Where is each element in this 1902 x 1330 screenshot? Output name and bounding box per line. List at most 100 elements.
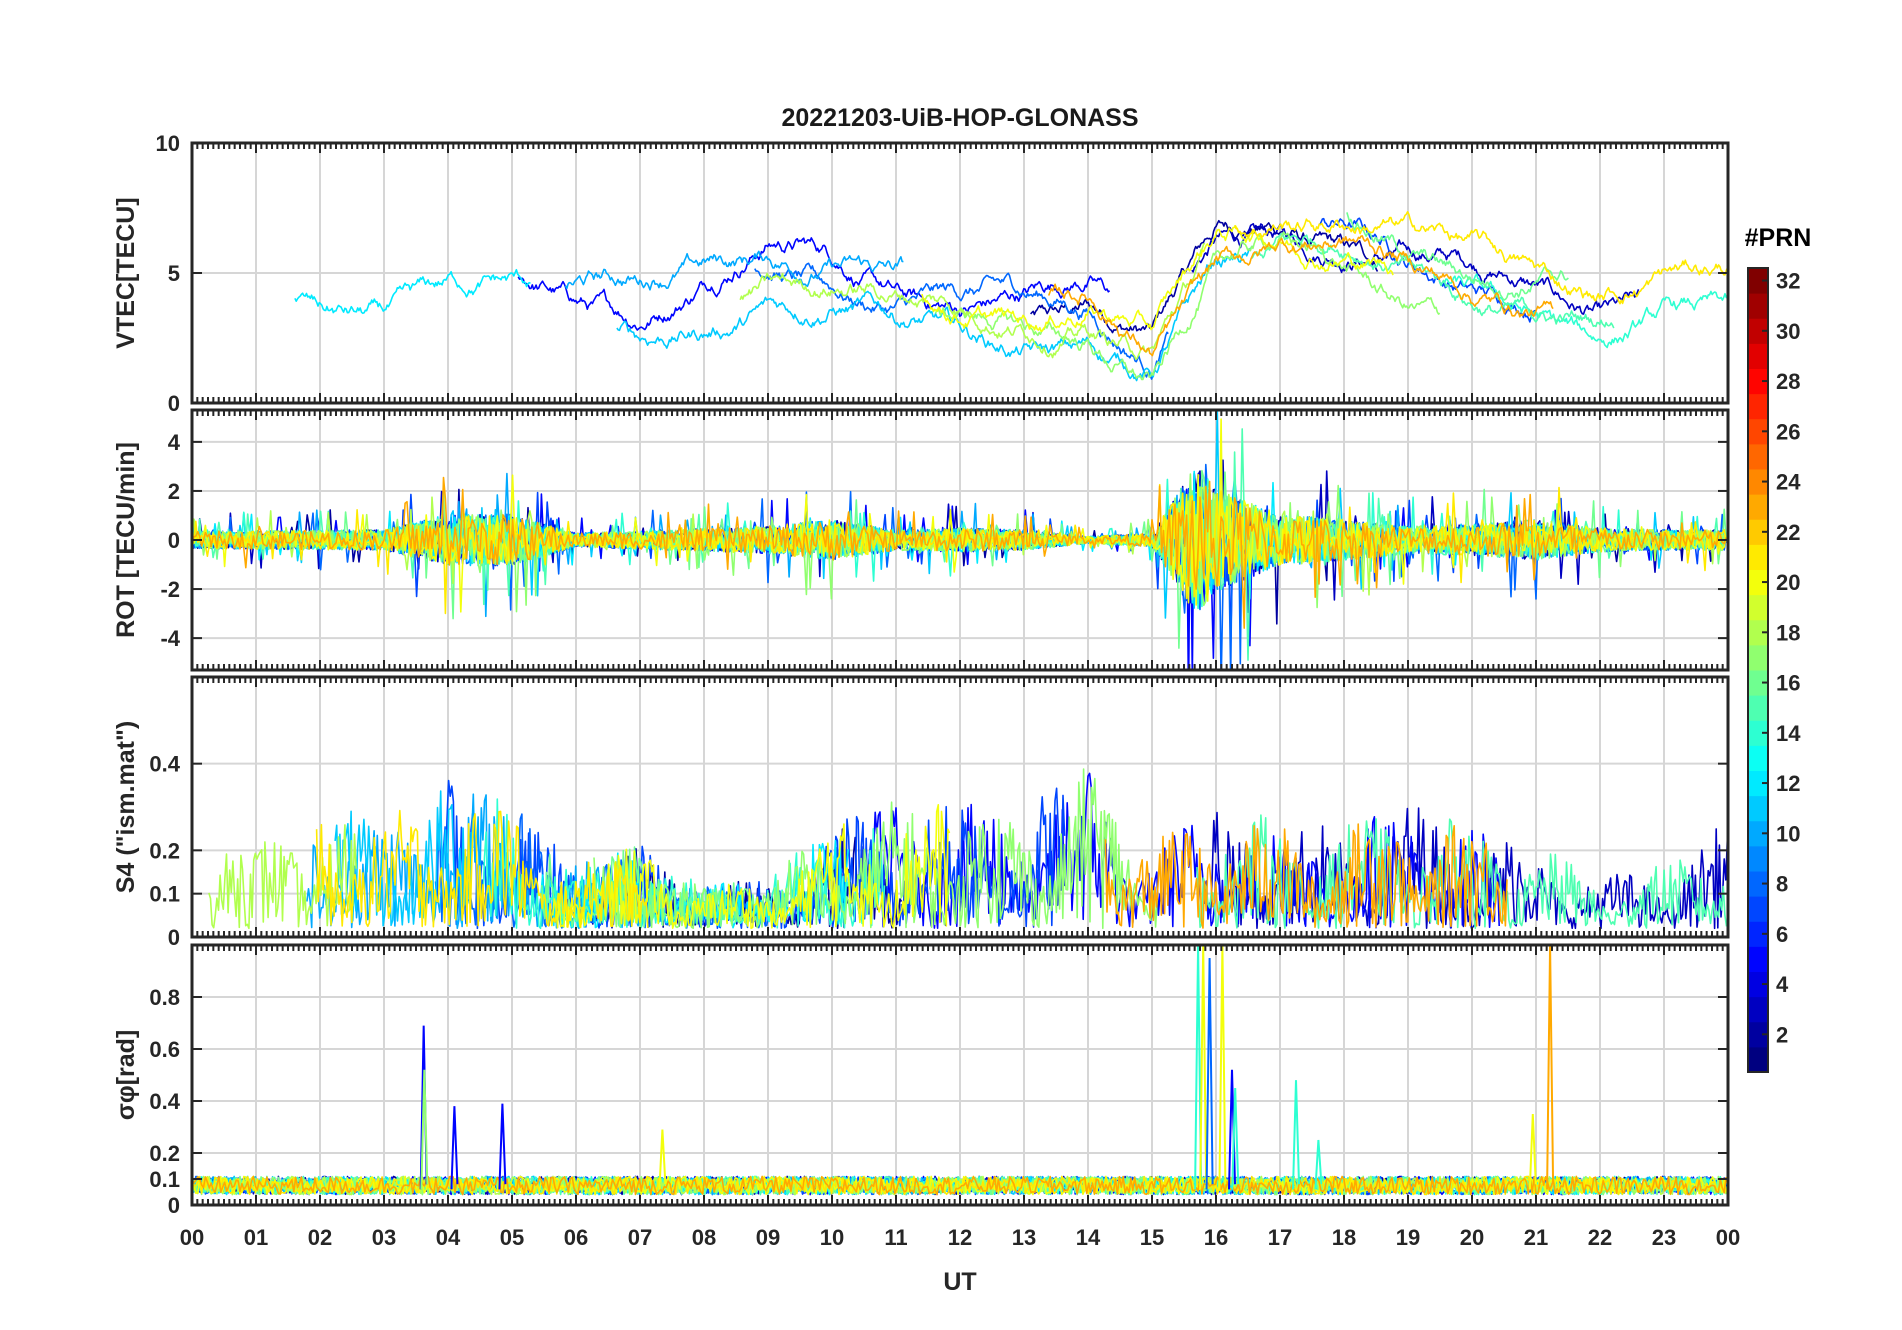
colorbar-swatch xyxy=(1748,896,1768,922)
xtick-label: 18 xyxy=(1332,1225,1356,1250)
ytick-label: 10 xyxy=(156,131,180,156)
ytick-label: 0.4 xyxy=(149,752,180,777)
trace-prn-7 xyxy=(1319,217,1537,323)
trace-prn-20 xyxy=(921,225,1394,332)
colorbar-swatch xyxy=(1748,1046,1768,1073)
ytick-label: 0 xyxy=(168,925,180,950)
colorbar-swatch xyxy=(1748,393,1768,420)
traces-sigma_phi xyxy=(192,945,1727,1196)
ytick-label: 0.4 xyxy=(149,1089,180,1114)
xtick-label: 10 xyxy=(820,1225,844,1250)
traces-rot xyxy=(192,410,1727,670)
colorbar-swatch xyxy=(1748,343,1768,369)
ticks-vtec xyxy=(191,142,1729,404)
ylabel-vtec: VTEC[TECU] xyxy=(112,197,140,348)
xtick-label: 17 xyxy=(1268,1225,1292,1250)
xtick-label: 08 xyxy=(692,1225,716,1250)
colorbar-swatch xyxy=(1748,1021,1768,1048)
xtick-label: 07 xyxy=(628,1225,652,1250)
ticks-sigma_phi xyxy=(191,945,1729,1206)
panel-s4: 0 0.1 0.2 0.4 S4 ("ism.mat") xyxy=(112,675,1730,950)
xtick-label: 00 xyxy=(180,1225,204,1250)
trace-prn-18 xyxy=(208,824,357,930)
colorbar-tick-label: 26 xyxy=(1776,419,1800,444)
colorbar-swatch xyxy=(1748,368,1768,395)
ytick-label: 0 xyxy=(168,528,180,553)
ytick-label: 0.8 xyxy=(149,985,180,1010)
ytick-label: -2 xyxy=(160,577,180,602)
trace-prn-23 xyxy=(1104,823,1508,929)
trace-prn-23 xyxy=(192,1175,1727,1196)
ytick-label: 0.2 xyxy=(149,1141,180,1166)
colorbar-swatch xyxy=(1748,795,1768,822)
spike xyxy=(1194,945,1203,1190)
colorbar-swatch xyxy=(1748,318,1768,344)
colorbar-swatch xyxy=(1748,845,1768,872)
colorbar-swatch xyxy=(1748,418,1768,445)
trace-prn-10 xyxy=(564,250,904,291)
colorbar-tick-label: 14 xyxy=(1776,721,1801,746)
colorbar-swatch xyxy=(1748,670,1768,696)
spike xyxy=(498,1103,507,1190)
ytick-label: 5 xyxy=(168,261,180,286)
xtick-label: 00 xyxy=(1716,1225,1740,1250)
trace-prn-17 xyxy=(593,768,1158,930)
colorbar-swatch xyxy=(1748,770,1768,797)
colorbar-swatch xyxy=(1748,745,1768,771)
trace-prn-14 xyxy=(478,798,886,930)
ytick-label: 0 xyxy=(168,1193,180,1218)
trace-prn-23 xyxy=(192,476,1727,629)
colorbar-swatch xyxy=(1748,443,1768,470)
xtick-label: 13 xyxy=(1012,1225,1036,1250)
colorbar-frame xyxy=(1747,267,1769,1073)
spike xyxy=(1199,945,1208,1190)
colorbar-swatch xyxy=(1748,996,1768,1023)
xtick-label: 21 xyxy=(1524,1225,1548,1250)
ytick-label: 0 xyxy=(168,391,180,416)
trace-prn-11 xyxy=(616,245,1254,382)
spike xyxy=(1205,957,1214,1190)
colorbar-tick-label: 28 xyxy=(1776,369,1800,394)
ytick-label: 2 xyxy=(168,479,180,504)
xtick-label: 04 xyxy=(436,1225,461,1250)
panel-sigma_phi: 00.10.2 0.4 0.6 0.8 σφ[rad] xyxy=(112,943,1730,1218)
colorbar-swatch xyxy=(1748,820,1768,847)
spike xyxy=(1292,1080,1300,1190)
spike xyxy=(1218,945,1227,1190)
trace-prn-8 xyxy=(754,262,1169,380)
traces-vtec xyxy=(294,211,1728,382)
xtick-label: 20 xyxy=(1460,1225,1484,1250)
xtick-label: 02 xyxy=(308,1225,332,1250)
xtick-label: 01 xyxy=(244,1225,268,1250)
colorbar-tick-label: 2 xyxy=(1776,1022,1788,1047)
xtick-label: 23 xyxy=(1652,1225,1676,1250)
spike xyxy=(450,1106,459,1190)
xtick-label: 03 xyxy=(372,1225,396,1250)
x-axis-label: UT xyxy=(943,1268,976,1296)
grid-vtec xyxy=(192,143,1728,403)
colorbar-swatch xyxy=(1748,469,1768,495)
colorbar-tick-label: 22 xyxy=(1776,520,1800,545)
panel-rot: -4 -2 0 2 4 ROT [TECU/min] xyxy=(112,408,1730,672)
colorbar-swatch xyxy=(1748,644,1768,671)
colorbar-tick-label: 10 xyxy=(1776,821,1800,846)
ytick-label: 0.1 xyxy=(149,882,180,907)
colorbar-tick-label: 30 xyxy=(1776,319,1800,344)
xtick-label: 15 xyxy=(1140,1225,1164,1250)
colorbar-swatch xyxy=(1748,268,1768,294)
trace-prn-16 xyxy=(1346,212,1569,301)
xtick-label: 16 xyxy=(1204,1225,1228,1250)
colorbar-tick-label: 18 xyxy=(1776,620,1800,645)
xtick-label: 19 xyxy=(1396,1225,1420,1250)
ytick-label: 0.1 xyxy=(149,1167,180,1192)
ylabel-rot: ROT [TECU/min] xyxy=(112,442,140,638)
trace-prn-21 xyxy=(1234,211,1728,305)
colorbar-tick-label: 16 xyxy=(1776,671,1800,696)
trace-prn-21 xyxy=(315,809,649,929)
colorbar-swatch xyxy=(1748,293,1768,319)
xtick-label: 12 xyxy=(948,1225,972,1250)
colorbar-tick-label: 12 xyxy=(1776,771,1800,796)
